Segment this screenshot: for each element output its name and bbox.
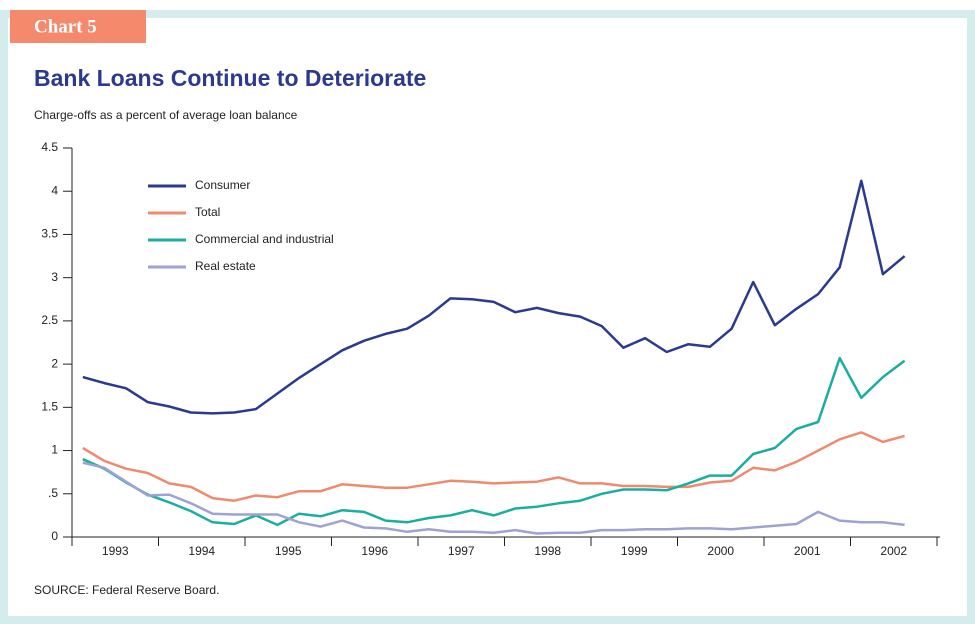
y-tick-label: 4.5 — [41, 140, 58, 154]
y-tick-label: 3.5 — [41, 227, 58, 241]
x-tick-label: 1995 — [275, 544, 302, 558]
y-tick-label: .5 — [48, 486, 58, 500]
series-line — [82, 179, 906, 415]
legend-label: Commercial and industrial — [195, 232, 334, 246]
y-tick-label: 3 — [51, 270, 58, 284]
legend-label: Real estate — [195, 259, 256, 273]
x-tick-label: 1999 — [621, 544, 648, 558]
x-tick-label: 1998 — [534, 544, 561, 558]
y-tick-label: 1.5 — [41, 400, 58, 414]
series-line — [82, 461, 905, 535]
x-tick-label: 1997 — [448, 544, 475, 558]
series-line — [82, 431, 905, 502]
x-tick-label: 2002 — [880, 544, 907, 558]
x-tick-label: 1994 — [188, 544, 215, 558]
source: SOURCE: Federal Reserve Board. — [34, 583, 219, 597]
subtitle: Charge-offs as a percent of average loan… — [34, 108, 298, 122]
x-tick-label: 1993 — [102, 544, 129, 558]
x-tick-label: 1996 — [361, 544, 388, 558]
frame — [0, 10, 975, 624]
chart-title: Bank Loans Continue to Deteriorate — [34, 65, 426, 91]
legend-label: Total — [195, 205, 220, 219]
series-line — [82, 356, 906, 527]
x-tick-label: 2000 — [707, 544, 734, 558]
y-tick-label: 2.5 — [41, 313, 58, 327]
tab-label: Chart 5 — [34, 16, 97, 37]
tab — [10, 10, 146, 43]
y-tick-label: 2 — [51, 356, 58, 370]
y-tick-label: 0 — [51, 529, 58, 543]
y-tick-label: 1 — [51, 443, 58, 457]
y-tick-label: 4 — [51, 183, 58, 197]
legend-label: Consumer — [195, 178, 250, 192]
x-tick-label: 2001 — [794, 544, 821, 558]
